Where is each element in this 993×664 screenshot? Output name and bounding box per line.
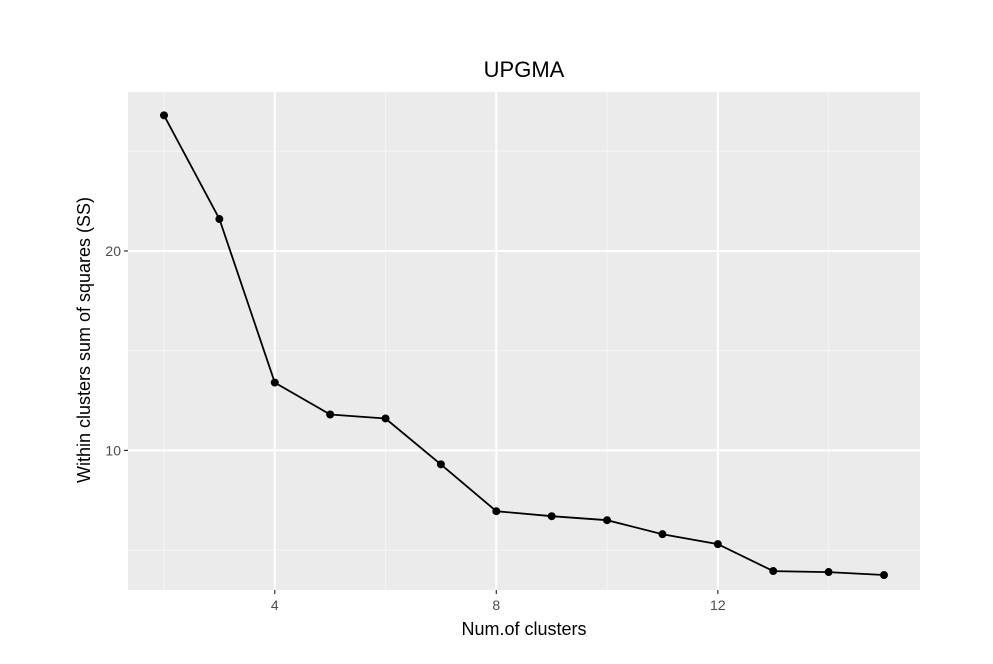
data-point [436,460,445,469]
data-point [769,567,778,576]
data-point [381,414,390,423]
data-point [160,111,168,120]
y-axis-title: Within clusters sum of squares (SS) [74,197,94,483]
data-point [492,507,501,516]
series-line [163,114,885,576]
data-point [880,571,888,580]
data-point [215,215,224,224]
x-tick-label: 4 [271,597,279,613]
data-point [603,516,612,525]
x-axis-title: Num.of clusters [461,619,586,639]
x-tick-label: 8 [492,597,500,613]
plot-panel [128,92,920,590]
data-point [824,568,833,577]
data-point [270,378,279,387]
chart-title: UPGMA [484,57,565,82]
data-point [713,540,722,549]
y-tick-label: 20 [105,243,121,259]
data-point [547,512,556,521]
data-point [658,530,667,539]
x-tick-label: 12 [710,597,726,613]
data-point [326,410,335,419]
y-tick-label: 10 [105,442,121,458]
